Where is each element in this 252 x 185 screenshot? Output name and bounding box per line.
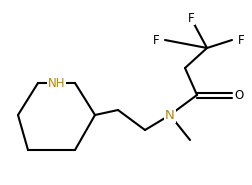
Text: N: N bbox=[165, 108, 175, 122]
Text: F: F bbox=[152, 33, 159, 46]
Text: O: O bbox=[234, 88, 244, 102]
Text: F: F bbox=[238, 33, 245, 46]
Text: NH: NH bbox=[48, 77, 65, 90]
Text: F: F bbox=[188, 11, 194, 24]
